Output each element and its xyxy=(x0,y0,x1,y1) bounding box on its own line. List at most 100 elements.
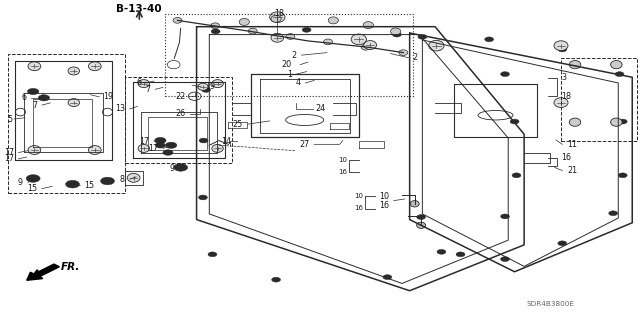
Text: 20: 20 xyxy=(282,60,292,69)
Ellipse shape xyxy=(611,61,622,69)
Ellipse shape xyxy=(383,275,392,279)
Text: 27: 27 xyxy=(299,140,309,149)
Ellipse shape xyxy=(28,62,41,70)
Text: 10: 10 xyxy=(354,194,364,199)
Ellipse shape xyxy=(173,18,182,23)
Ellipse shape xyxy=(410,201,419,207)
Ellipse shape xyxy=(328,17,339,24)
Text: 3: 3 xyxy=(561,73,566,82)
Ellipse shape xyxy=(26,174,40,182)
Text: 24: 24 xyxy=(316,104,326,113)
Ellipse shape xyxy=(212,145,223,152)
Ellipse shape xyxy=(570,118,580,126)
Text: 25: 25 xyxy=(233,120,243,129)
Ellipse shape xyxy=(390,28,401,35)
Ellipse shape xyxy=(417,215,426,219)
Ellipse shape xyxy=(554,41,568,50)
Ellipse shape xyxy=(68,99,79,107)
Text: 8: 8 xyxy=(120,174,125,184)
Ellipse shape xyxy=(127,174,140,182)
Ellipse shape xyxy=(198,195,207,200)
Ellipse shape xyxy=(399,50,408,56)
Ellipse shape xyxy=(554,98,568,108)
Text: 19: 19 xyxy=(103,93,113,101)
FancyArrow shape xyxy=(27,264,60,280)
Ellipse shape xyxy=(286,33,295,39)
Ellipse shape xyxy=(163,150,173,155)
Text: 10: 10 xyxy=(380,192,389,201)
Text: FR.: FR. xyxy=(61,262,81,272)
Ellipse shape xyxy=(417,222,426,228)
Ellipse shape xyxy=(155,137,166,144)
Text: 1: 1 xyxy=(287,70,292,78)
Text: B-13-40: B-13-40 xyxy=(116,4,161,14)
Text: SDR4B3800E: SDR4B3800E xyxy=(527,301,575,307)
Text: 21: 21 xyxy=(568,166,577,175)
Ellipse shape xyxy=(100,177,115,185)
Ellipse shape xyxy=(65,180,79,188)
Ellipse shape xyxy=(611,118,622,126)
Text: 19: 19 xyxy=(205,82,215,91)
Text: 22: 22 xyxy=(175,92,185,101)
Ellipse shape xyxy=(271,277,280,282)
Text: 9: 9 xyxy=(18,178,23,187)
Text: 7: 7 xyxy=(33,100,38,110)
Text: 16: 16 xyxy=(380,201,389,210)
Ellipse shape xyxy=(618,119,627,124)
Ellipse shape xyxy=(500,214,509,219)
Ellipse shape xyxy=(500,72,509,77)
Text: 7: 7 xyxy=(145,85,150,94)
Text: 18: 18 xyxy=(561,92,571,101)
Ellipse shape xyxy=(156,143,165,148)
Ellipse shape xyxy=(271,15,281,22)
Ellipse shape xyxy=(351,34,366,45)
Ellipse shape xyxy=(212,80,223,88)
Ellipse shape xyxy=(302,27,311,32)
Text: 9: 9 xyxy=(169,165,174,174)
Ellipse shape xyxy=(456,252,465,257)
Ellipse shape xyxy=(68,67,79,75)
Ellipse shape xyxy=(510,119,519,124)
Ellipse shape xyxy=(138,145,150,152)
Text: 17: 17 xyxy=(139,137,149,146)
Text: 2: 2 xyxy=(413,53,418,62)
Text: 26: 26 xyxy=(175,109,185,118)
Ellipse shape xyxy=(361,44,370,50)
Text: 16: 16 xyxy=(561,153,571,162)
Ellipse shape xyxy=(609,211,618,216)
Ellipse shape xyxy=(418,34,427,39)
Ellipse shape xyxy=(248,28,257,34)
Text: 5: 5 xyxy=(8,115,13,123)
Text: 6: 6 xyxy=(22,93,27,102)
Ellipse shape xyxy=(558,47,567,52)
Ellipse shape xyxy=(28,88,39,95)
Ellipse shape xyxy=(165,142,177,148)
Text: 13: 13 xyxy=(115,104,125,113)
Ellipse shape xyxy=(364,41,376,49)
Ellipse shape xyxy=(202,87,211,93)
Ellipse shape xyxy=(324,39,332,45)
Text: 18: 18 xyxy=(275,9,284,18)
Text: 10: 10 xyxy=(339,157,348,163)
Ellipse shape xyxy=(484,37,493,42)
Text: 15: 15 xyxy=(28,184,38,193)
Ellipse shape xyxy=(211,23,220,29)
Text: 15: 15 xyxy=(84,181,94,190)
Ellipse shape xyxy=(570,61,580,69)
Ellipse shape xyxy=(88,62,101,70)
Text: 4: 4 xyxy=(295,78,300,87)
Text: 14: 14 xyxy=(221,137,232,146)
Ellipse shape xyxy=(198,83,208,90)
Ellipse shape xyxy=(269,12,285,23)
Ellipse shape xyxy=(558,241,567,246)
Ellipse shape xyxy=(199,138,208,143)
Text: 17: 17 xyxy=(148,144,159,153)
Ellipse shape xyxy=(500,257,509,262)
Ellipse shape xyxy=(392,32,401,37)
Ellipse shape xyxy=(28,145,41,154)
Ellipse shape xyxy=(615,72,624,77)
Ellipse shape xyxy=(239,19,250,26)
Ellipse shape xyxy=(618,173,627,178)
Ellipse shape xyxy=(437,249,446,254)
Ellipse shape xyxy=(512,173,521,178)
